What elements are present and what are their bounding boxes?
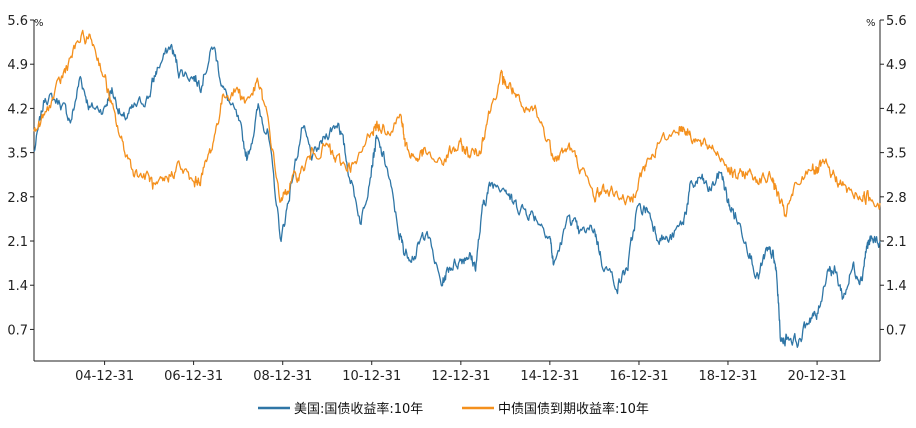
x-tick-label: 12-12-31 bbox=[431, 369, 490, 384]
axes bbox=[33, 20, 881, 362]
y-tick-label-left: 2.8 bbox=[7, 191, 28, 206]
x-tick-label: 18-12-31 bbox=[698, 369, 757, 384]
x-tick-label: 16-12-31 bbox=[609, 369, 668, 384]
y-tick-label-left: 3.5 bbox=[7, 147, 28, 162]
y-tick-label-right: 1.4 bbox=[886, 279, 907, 294]
y-ticks-right: 0.7 1.4 2.1 2.8 3.5 4.2 4.9 5.6 bbox=[880, 14, 907, 338]
y-axis-unit-right: % bbox=[866, 18, 876, 29]
y-tick-label-right: 2.1 bbox=[886, 235, 907, 250]
x-tick-label: 08-12-31 bbox=[253, 369, 312, 384]
x-tick-label: 20-12-31 bbox=[788, 369, 847, 384]
y-ticks-left: 0.7 1.4 2.1 2.8 3.5 4.2 4.9 5.6 bbox=[7, 14, 34, 338]
legend-label-cn: 中债国债到期收益率:10年 bbox=[498, 401, 649, 417]
legend-label-us: 美国:国债收益率:10年 bbox=[294, 401, 423, 417]
y-tick-label-right: 2.8 bbox=[886, 191, 907, 206]
series-lines bbox=[33, 29, 881, 348]
x-tick-label: 14-12-31 bbox=[520, 369, 579, 384]
y-tick-label-left: 2.1 bbox=[7, 235, 28, 250]
y-tick-label-right: 4.9 bbox=[886, 58, 907, 73]
x-tick-label: 10-12-31 bbox=[342, 369, 401, 384]
x-tick-label: 04-12-31 bbox=[75, 369, 134, 384]
legend: 美国:国债收益率:10年 中债国债到期收益率:10年 bbox=[258, 401, 649, 417]
series-line-0 bbox=[33, 43, 881, 348]
y-tick-label-left: 4.2 bbox=[7, 102, 28, 117]
y-tick-label-left: 4.9 bbox=[7, 58, 28, 73]
y-tick-label-right: 3.5 bbox=[886, 147, 907, 162]
y-tick-label-right: 5.6 bbox=[886, 14, 907, 29]
x-tick-label: 06-12-31 bbox=[164, 369, 223, 384]
series-line-1 bbox=[33, 29, 881, 218]
y-tick-label-left: 1.4 bbox=[7, 279, 28, 294]
y-tick-label-right: 0.7 bbox=[886, 323, 907, 338]
x-ticks: 04-12-31 06-12-31 08-12-31 10-12-31 12-12-31… bbox=[75, 361, 847, 384]
y-tick-label-left: 0.7 bbox=[7, 323, 28, 338]
y-axis-unit-left: % bbox=[34, 18, 44, 29]
y-tick-label-left: 5.6 bbox=[7, 14, 28, 29]
y-tick-label-right: 4.2 bbox=[886, 102, 907, 117]
